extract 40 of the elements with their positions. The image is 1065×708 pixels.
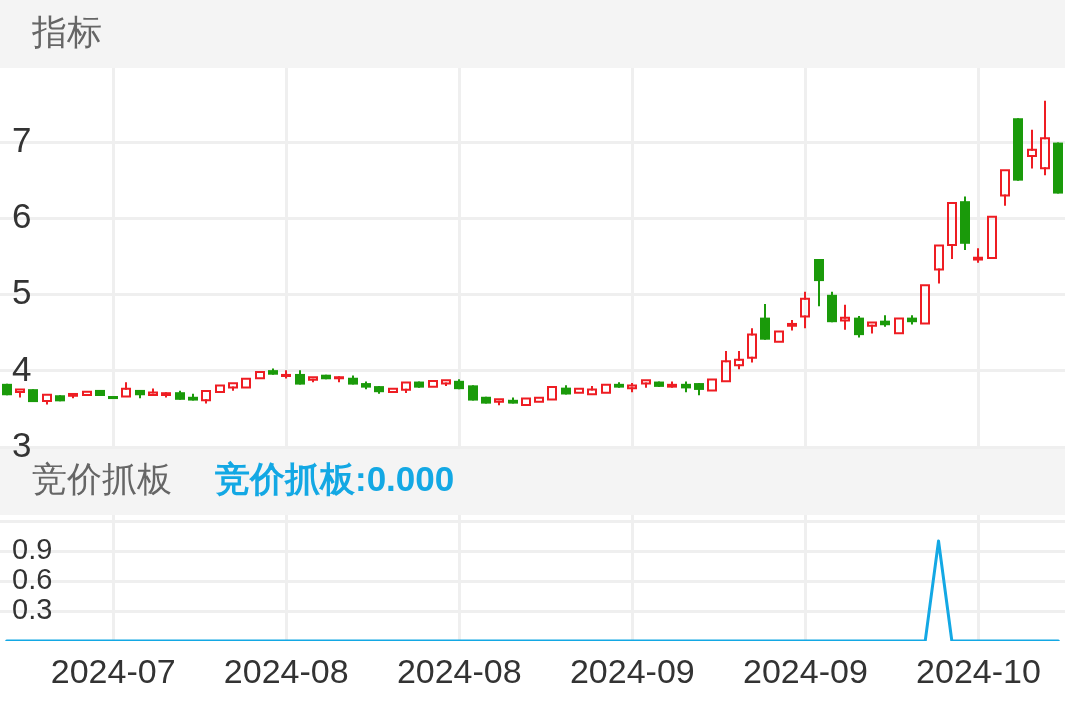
y-tick-label: 4 [12, 348, 32, 388]
candlestick [534, 396, 544, 403]
candlestick [82, 390, 92, 397]
chart-title: 指标 [31, 11, 102, 51]
x-tick-label: 2024-09 [569, 651, 695, 690]
candlestick [987, 215, 997, 260]
candlestick [774, 330, 784, 343]
candlestick [521, 397, 531, 406]
candlestick [574, 387, 584, 394]
candlestick [428, 380, 438, 388]
y-tick-label: 5 [12, 272, 32, 312]
candlestick [1040, 99, 1050, 177]
x-tick-label: 2024-08 [223, 651, 349, 690]
candlestick [707, 378, 717, 392]
candlestick [800, 290, 810, 330]
y-tick-label: 0.9 [12, 533, 53, 565]
candlestick [760, 302, 770, 341]
candlestick [1027, 128, 1037, 170]
x-tick-label: 2024-09 [743, 651, 868, 690]
candlestick [255, 370, 265, 380]
x-tick-label: 2024-08 [396, 651, 522, 690]
candlestick [854, 315, 864, 339]
y-tick-label: 6 [12, 196, 32, 236]
x-tick-label: 2024-10 [916, 651, 1041, 690]
y-tick-label: 7 [12, 120, 32, 160]
candlestick [547, 386, 557, 401]
candlestick [215, 384, 225, 393]
y-tick-label: 0.3 [12, 593, 53, 625]
x-tick-label: 2024-07 [50, 651, 176, 690]
y-tick-label: 0.6 [12, 563, 53, 595]
candlestick [920, 284, 930, 325]
candlestick [601, 383, 611, 394]
candlestick [894, 317, 904, 335]
candlestick [840, 303, 850, 331]
y-tick-label: 3 [12, 424, 32, 464]
candlestick [814, 258, 824, 308]
candlestick [388, 387, 398, 393]
chart-subtitle: 竞价抓板:0.000 [215, 458, 455, 498]
candlestick [241, 377, 251, 389]
chart-title: 竞价抓板 [32, 458, 172, 498]
